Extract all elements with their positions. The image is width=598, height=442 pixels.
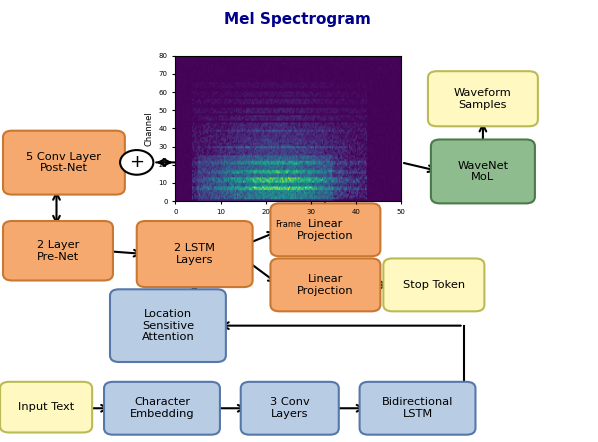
Text: 3 Conv
Layers: 3 Conv Layers (270, 397, 310, 419)
Text: Stop Token: Stop Token (403, 280, 465, 290)
FancyBboxPatch shape (428, 71, 538, 126)
FancyBboxPatch shape (104, 382, 220, 434)
Text: Location
Sensitive
Attention: Location Sensitive Attention (142, 309, 194, 342)
Text: 2 Layer
Pre-Net: 2 Layer Pre-Net (37, 240, 79, 262)
FancyBboxPatch shape (110, 290, 226, 362)
FancyBboxPatch shape (270, 203, 380, 256)
Text: Mel Spectrogram: Mel Spectrogram (224, 11, 371, 27)
FancyBboxPatch shape (241, 382, 339, 434)
FancyBboxPatch shape (359, 382, 475, 434)
Text: +: + (129, 153, 144, 171)
FancyBboxPatch shape (0, 382, 92, 432)
FancyBboxPatch shape (3, 131, 125, 194)
Text: Waveform
Samples: Waveform Samples (454, 88, 512, 110)
Text: Bidirectional
LSTM: Bidirectional LSTM (382, 397, 453, 419)
Text: Linear
Projection: Linear Projection (297, 274, 354, 296)
FancyBboxPatch shape (270, 259, 380, 311)
FancyBboxPatch shape (383, 259, 484, 311)
FancyBboxPatch shape (431, 140, 535, 203)
Text: Linear
Projection: Linear Projection (297, 219, 354, 240)
Text: 5 Conv Layer
Post-Net: 5 Conv Layer Post-Net (26, 152, 102, 173)
Circle shape (120, 150, 153, 175)
FancyBboxPatch shape (3, 221, 113, 281)
FancyBboxPatch shape (137, 221, 252, 287)
Text: 2 LSTM
Layers: 2 LSTM Layers (174, 243, 215, 265)
Text: Character
Embedding: Character Embedding (130, 397, 194, 419)
Text: WaveNet
MoL: WaveNet MoL (457, 160, 508, 182)
Text: Input Text: Input Text (18, 402, 74, 412)
